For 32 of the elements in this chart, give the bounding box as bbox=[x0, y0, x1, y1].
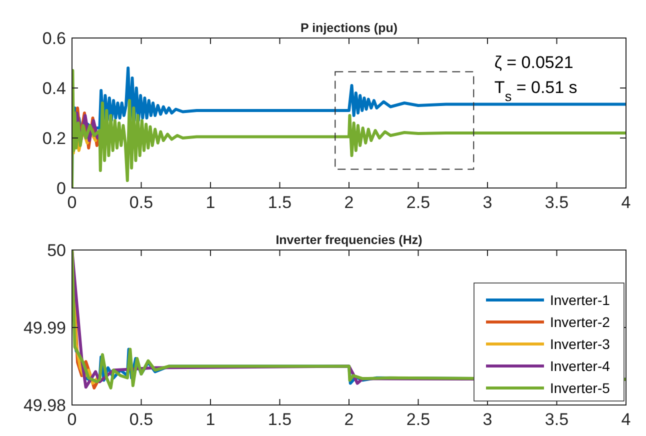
chart-title: Inverter frequencies (Hz) bbox=[276, 233, 422, 247]
x-tick-label: 4 bbox=[621, 410, 631, 429]
annotation: T$_{s}$ = 0.51 s bbox=[494, 78, 578, 104]
y-tick-label: 49.99 bbox=[23, 318, 66, 338]
y-tick-label: 0.6 bbox=[42, 29, 66, 48]
x-tick-label: 3.5 bbox=[544, 410, 569, 429]
x-tick-label: 2 bbox=[344, 410, 354, 429]
legend-label: Inverter-4 bbox=[550, 358, 610, 374]
y-tick-label: 0.2 bbox=[42, 129, 66, 148]
x-tick-label: 3 bbox=[482, 193, 492, 212]
chart-title: P injections (pu) bbox=[300, 21, 398, 35]
x-tick-label: 1.5 bbox=[268, 410, 292, 429]
y-tick-label: 49.98 bbox=[23, 396, 66, 415]
x-tick-label: 4 bbox=[621, 193, 631, 212]
x-tick-label: 2.5 bbox=[406, 410, 430, 429]
x-tick-label: 3.5 bbox=[544, 193, 569, 212]
x-tick-label: 0.5 bbox=[129, 193, 154, 212]
x-tick-label: 1 bbox=[206, 193, 216, 212]
y-tick-label: 50 bbox=[47, 241, 66, 260]
x-tick-label: 3 bbox=[482, 410, 492, 429]
x-tick-label: 0.5 bbox=[129, 410, 154, 429]
legend-label: Inverter-1 bbox=[550, 292, 610, 308]
x-tick-label: 2.5 bbox=[406, 193, 430, 212]
y-tick-label: 0.4 bbox=[42, 79, 66, 98]
legend-label: Inverter-3 bbox=[550, 336, 610, 352]
x-tick-label: 1 bbox=[206, 410, 216, 429]
x-tick-label: 2 bbox=[344, 193, 354, 212]
annotation: ζ = 0.0521 bbox=[494, 53, 574, 72]
legend-label: Inverter-5 bbox=[550, 380, 610, 396]
x-tick-label: 1.5 bbox=[268, 193, 292, 212]
legend-label: Inverter-2 bbox=[550, 314, 610, 330]
y-tick-label: 0 bbox=[56, 179, 66, 198]
